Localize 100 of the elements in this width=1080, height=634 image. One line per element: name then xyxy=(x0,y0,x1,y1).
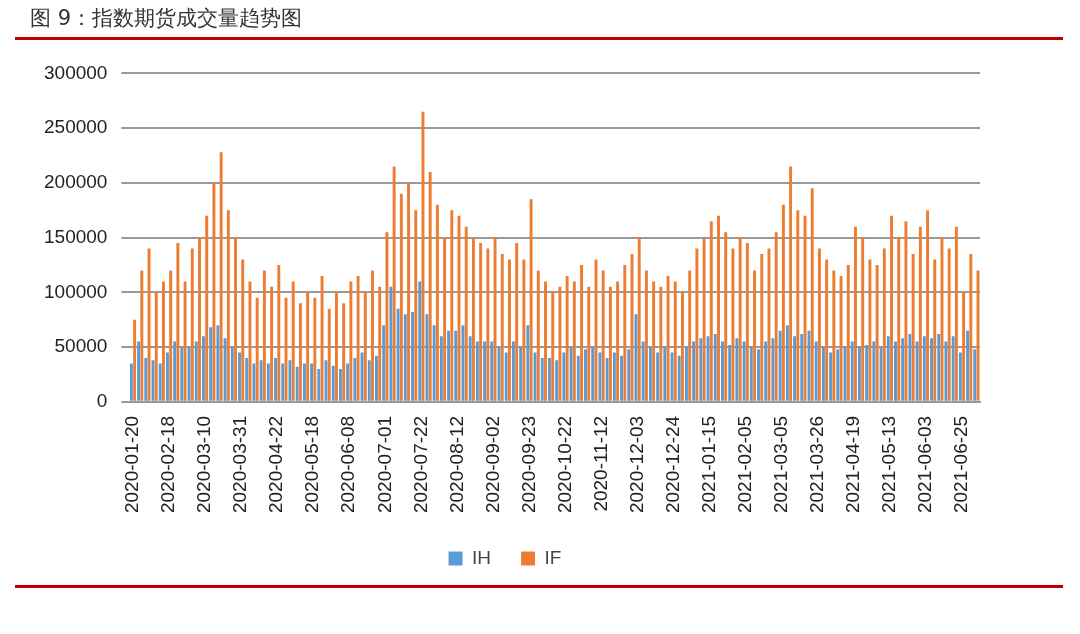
bar xyxy=(868,259,872,401)
bar xyxy=(479,243,483,401)
bar xyxy=(382,325,386,401)
bar xyxy=(411,312,414,401)
bar xyxy=(580,264,584,401)
bar xyxy=(187,347,191,401)
bar xyxy=(262,270,266,401)
bar xyxy=(464,226,468,401)
bar xyxy=(385,232,389,401)
bar xyxy=(396,308,400,401)
bar xyxy=(274,358,278,401)
bar xyxy=(281,363,285,401)
bar xyxy=(511,341,515,401)
bar xyxy=(623,264,627,401)
bar xyxy=(450,210,454,401)
bar xyxy=(966,330,970,401)
bar xyxy=(551,292,555,401)
x-tick-label: 2020-12-24 xyxy=(661,415,683,514)
bar xyxy=(367,360,371,401)
bar xyxy=(706,336,710,401)
bar xyxy=(454,330,458,401)
bar xyxy=(709,221,713,401)
bar xyxy=(353,358,357,401)
x-tick-label: 2020-11-12 xyxy=(589,415,611,512)
bar xyxy=(601,270,605,401)
y-tick-label: 150000 xyxy=(44,225,108,247)
bar xyxy=(447,330,451,401)
bar xyxy=(918,226,922,401)
bar xyxy=(926,210,930,401)
bar xyxy=(886,336,890,401)
bar xyxy=(572,281,576,401)
bar xyxy=(814,341,818,401)
bar xyxy=(205,215,209,401)
bar xyxy=(620,355,624,401)
bar xyxy=(432,325,436,401)
bar xyxy=(930,338,933,401)
bar xyxy=(944,341,948,401)
x-tick-label: 2021-01-15 xyxy=(697,415,719,514)
bar xyxy=(569,347,573,401)
bar xyxy=(245,358,249,401)
bar xyxy=(342,303,346,401)
bar xyxy=(277,264,281,401)
bar xyxy=(428,171,432,401)
bar xyxy=(947,248,951,401)
bar xyxy=(793,336,797,401)
x-tick-label: 2020-07-22 xyxy=(409,415,431,514)
bar xyxy=(757,349,760,401)
bar xyxy=(872,341,876,401)
bar xyxy=(821,347,825,401)
bar xyxy=(173,341,177,401)
bar xyxy=(144,358,148,401)
bar xyxy=(327,308,331,401)
bar xyxy=(663,347,667,401)
bar xyxy=(839,275,843,401)
bar xyxy=(565,275,569,401)
bar xyxy=(486,248,490,401)
bar xyxy=(753,270,757,401)
x-tick-label: 2021-06-03 xyxy=(914,415,936,514)
bar xyxy=(666,275,670,401)
x-tick-label: 2020-07-01 xyxy=(373,415,395,514)
bar xyxy=(154,292,158,401)
bar xyxy=(922,336,926,401)
x-tick-label: 2020-01-20 xyxy=(121,415,143,514)
bar xyxy=(800,333,804,401)
bar xyxy=(817,248,821,401)
bar xyxy=(731,248,735,401)
x-tick-label: 2021-04-19 xyxy=(842,415,864,514)
bar xyxy=(544,281,547,401)
bar xyxy=(749,347,753,401)
bar xyxy=(745,243,749,401)
bar xyxy=(789,166,793,401)
bar xyxy=(652,281,656,401)
bar xyxy=(605,358,609,401)
bar xyxy=(435,204,439,401)
bar xyxy=(378,286,382,401)
bar xyxy=(616,281,620,401)
bar xyxy=(699,338,703,401)
bar xyxy=(403,314,407,401)
bar xyxy=(962,292,966,401)
x-tick-label: 2021-02-05 xyxy=(733,415,755,514)
bar xyxy=(241,259,245,401)
y-tick-label: 200000 xyxy=(44,171,108,193)
bar xyxy=(230,347,234,401)
bar xyxy=(911,254,915,401)
bar xyxy=(216,325,220,401)
bar xyxy=(760,254,764,401)
bar xyxy=(443,237,447,401)
bar xyxy=(252,363,256,401)
bar xyxy=(219,152,223,401)
bar xyxy=(533,352,537,401)
bar xyxy=(897,237,901,401)
bar xyxy=(857,347,861,401)
x-tick-label: 2020-02-18 xyxy=(157,415,179,514)
bar xyxy=(785,325,789,401)
bar xyxy=(894,341,897,401)
bar xyxy=(688,270,692,401)
bar xyxy=(140,270,144,401)
bar xyxy=(483,341,487,401)
bar xyxy=(310,363,314,401)
x-tick-label: 2020-08-12 xyxy=(445,415,467,514)
